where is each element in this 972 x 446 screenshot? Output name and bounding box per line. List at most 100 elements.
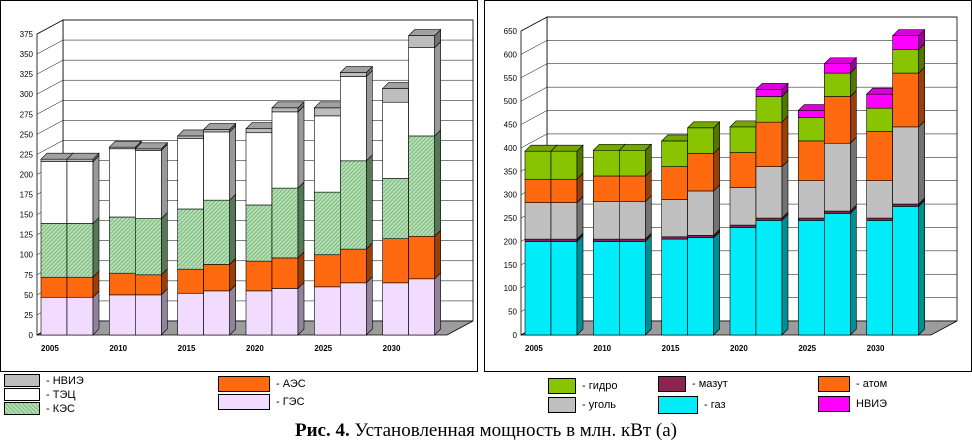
right-bar-2020-2-ugol: [755, 166, 783, 219]
right-bar-2030-1-gaz: [866, 220, 893, 336]
left-bar-top-2015-2: [202, 123, 237, 130]
right-bar-2025-2-ugol-side: [850, 136, 857, 212]
left-xtick-label: 2005: [41, 344, 59, 353]
right-bar-2020-1-mazut: [729, 224, 757, 228]
right-bar-2025-1-gaz: [798, 220, 825, 336]
right-bar-2025-1-atom: [798, 140, 825, 181]
right-ytick-label: 400: [504, 144, 518, 153]
left-bar-2025-2-tec-side: [366, 69, 373, 162]
left-bar-2005-2-kes: [66, 223, 94, 278]
left-bar-2010-2-ges-side: [161, 288, 168, 336]
right-ytick-label: 250: [504, 214, 518, 223]
left-bar-2020-1-tec: [245, 132, 273, 206]
right-bar-2025-2-mazut: [824, 210, 851, 214]
left-ytick-label: 200: [20, 170, 34, 179]
caption-text: Установленная мощность в млн. кВт (а): [354, 420, 678, 441]
left-bar-2025-2-ges: [340, 282, 367, 336]
left-bar-2015-2-tec-side: [229, 125, 236, 201]
left-bar-2005-2-ges-side: [92, 290, 100, 336]
legend-swatch-nvie: [4, 374, 40, 387]
left-bar-2025-1-aes: [314, 254, 341, 288]
left-bar-2025-2-nvie: [340, 72, 367, 77]
left-bar-2030-2-ges: [408, 278, 435, 336]
right-bar-2030-1-mazut: [866, 217, 893, 221]
right-grid-diag: [520, 110, 548, 125]
left-bar-top-2010-1: [108, 140, 143, 148]
left-bar-2010-1-ges: [109, 294, 136, 336]
right-xtick-label: 2015: [662, 344, 680, 353]
right-bar-2015-1-gidro: [661, 140, 688, 167]
left-bar-2015-1-aes: [177, 268, 204, 294]
legend-label-nvie2: НВИЭ: [856, 398, 888, 410]
legend-label-atom: - атом: [856, 378, 888, 390]
right-bar-2025-2-atom: [824, 96, 851, 144]
right-bar-2010-2-gaz: [619, 241, 646, 336]
right-ytick-label: 350: [504, 167, 518, 176]
left-bar-2030-1-kes: [382, 178, 409, 239]
caption-bold: Рис. 4.: [294, 420, 350, 441]
right-bar-2005-2-gidro: [550, 150, 578, 180]
left-bar-2010-1-tec: [109, 148, 136, 218]
right-bar-2020-1-gidro: [729, 126, 757, 153]
right-bar-2030-2-gidro: [892, 49, 919, 74]
legend-label-ugol: - уголь: [582, 399, 617, 411]
left-bar-2015-2-aes: [203, 264, 230, 292]
left-bar-2030-2-aes-side: [434, 229, 441, 280]
left-bar-2025-1-tec: [314, 115, 341, 193]
right-bar-2005-2-gaz: [550, 241, 578, 336]
right-bar-2015-1-atom: [661, 166, 688, 200]
left-bar-2010-2-aes: [135, 274, 162, 296]
legend-label-mazut: - мазут: [692, 378, 728, 390]
right-bar-2025-2-gaz-side: [850, 206, 857, 336]
left-ytick-label: 50: [24, 291, 33, 300]
left-xtick-label: 2015: [178, 344, 196, 353]
right-bar-top-2025-2: [823, 57, 858, 65]
left-bar-2025-2-aes: [340, 248, 367, 284]
right-ytick-label: 450: [504, 121, 518, 130]
legend-label-gaz: - газ: [704, 399, 726, 411]
right-grid-diag: [520, 86, 548, 102]
left-grid-diag: [36, 39, 64, 55]
right-bar-2015-1-gaz: [661, 238, 688, 336]
legend-label-ges: - ГЭС: [276, 396, 305, 408]
left-bar-2030-1-tec: [382, 101, 409, 179]
left-bar-2015-1-ges: [177, 292, 204, 336]
right-ytick-label: 50: [508, 308, 517, 317]
right-bar-2005-1-ugol: [524, 202, 552, 240]
left-ytick-label: 275: [20, 110, 34, 119]
legend-item-ges: - ГЭС: [218, 394, 305, 410]
left-bar-2030-2-kes: [408, 135, 435, 237]
chart-panel-left: 0 25 50 75 100 125 150 175 200 225 250 275 300 325 350…: [0, 0, 478, 372]
right-ytick-label: 200: [504, 237, 518, 246]
right-bar-2005-2-ugol: [550, 202, 578, 240]
right-bar-2020-2-nvie2: [755, 89, 783, 97]
right-bar-2030-2-ugol: [892, 126, 919, 205]
left-bar-2005-2-tec: [66, 161, 94, 224]
chart-left-svg: 0 25 50 75 100 125 150 175 200 225 250 275 300 325 350…: [20, 19, 474, 353]
right-bar-2015-2-mazut: [687, 235, 714, 239]
right-bar-2025-1-nvie2: [798, 110, 825, 118]
right-bar-2030-2-gaz-side: [918, 199, 925, 336]
chart-panel-right: 0 50 100 150 200 250 300 350 400 450 500 550 600 650 2…: [484, 0, 972, 372]
right-xtick-label: 2010: [593, 344, 611, 353]
right-bar-2015-1-mazut: [661, 236, 688, 240]
left-ytick-label: 350: [20, 50, 34, 59]
right-bar-2020-2-atom: [755, 121, 783, 167]
left-xtick-label: 2030: [383, 344, 401, 353]
right-bar-2030-1-nvie2: [866, 93, 893, 109]
left-bar-2025-2-aes-side: [366, 242, 373, 284]
left-ytick-label: 325: [20, 70, 34, 79]
left-bar-2010-2-tec-side: [161, 143, 168, 220]
left-ytick-label: 0: [29, 331, 34, 340]
left-bar-2020-2-ges: [271, 288, 299, 336]
left-ytick-label: 150: [20, 211, 34, 220]
legend-item-aes: - АЭС: [218, 376, 306, 392]
right-bar-2010-2-mazut: [619, 238, 646, 242]
legend-swatch-atom: [818, 376, 850, 392]
right-bar-2020-1-ugol: [729, 187, 757, 226]
left-xtick-label: 2010: [109, 344, 127, 353]
left-bar-2030-2-aes: [408, 235, 435, 280]
legend-item-gaz: - газ: [658, 396, 726, 414]
left-bar-2030-1-nvie: [382, 88, 409, 103]
left-bar-2020-1-nvie: [245, 128, 273, 134]
